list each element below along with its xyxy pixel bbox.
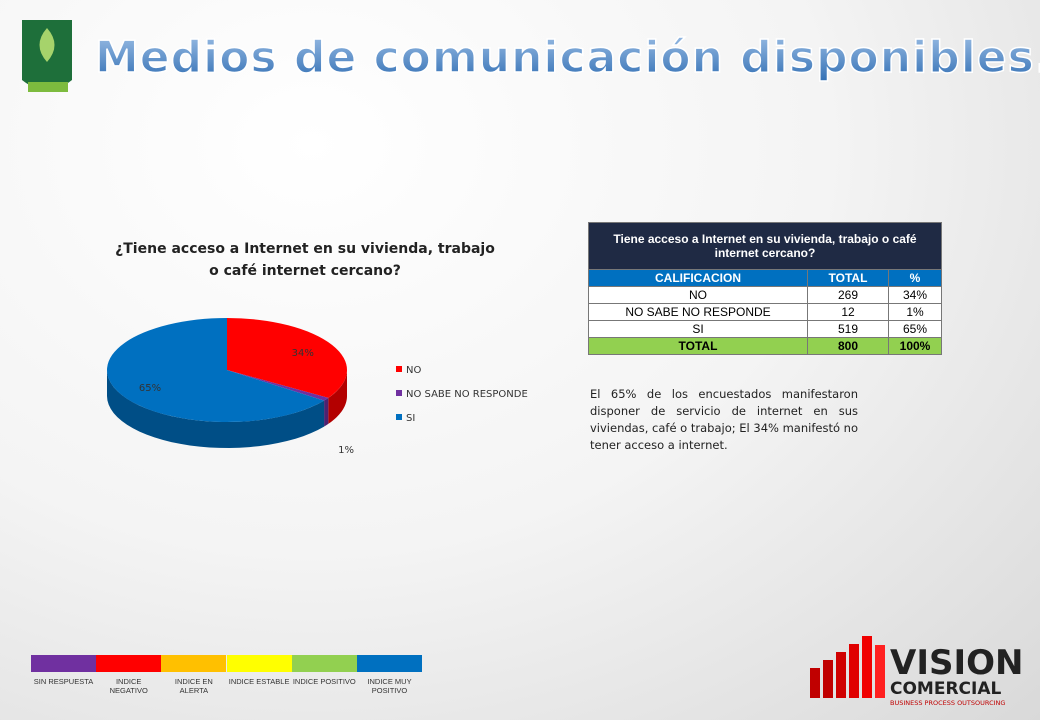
legend-label: NO xyxy=(406,365,421,376)
index-color xyxy=(161,655,227,672)
table-row: SI 519 65% xyxy=(588,320,942,338)
total-cell: TOTAL xyxy=(588,337,808,355)
data-label: 65% xyxy=(139,383,161,394)
legend-swatch xyxy=(396,390,402,396)
col-header: TOTAL xyxy=(807,269,889,287)
index-label: INDICE MUY POSITIVO xyxy=(367,677,412,695)
data-table: Tiene acceso a Internet en su vivienda, … xyxy=(588,222,942,355)
index-color xyxy=(226,655,292,672)
index-label: SIN RESPUESTA xyxy=(33,677,94,686)
col-header: CALIFICACION xyxy=(588,269,808,287)
index-color xyxy=(31,655,96,672)
table-cell: SI xyxy=(588,320,808,338)
pie-slice xyxy=(227,318,347,398)
slide-title: Medios de comunicación disponibles. xyxy=(95,32,1040,83)
company-logo xyxy=(22,20,72,92)
data-label: 1% xyxy=(338,445,354,456)
index-label: INDICE ESTABLE xyxy=(228,677,290,686)
total-cell: 800 xyxy=(807,337,889,355)
legend-swatch xyxy=(396,414,402,420)
table-row: NO 269 34% xyxy=(588,286,942,304)
index-color xyxy=(357,655,422,672)
table-cell: 65% xyxy=(888,320,942,338)
logo-sub: COMERCIAL xyxy=(890,679,1002,699)
paragraph: El 65% de los encuestados manifestaron d… xyxy=(590,387,858,452)
logo-name: VISION xyxy=(890,643,1023,683)
vision-logo-bars xyxy=(810,636,885,698)
table-cell: 34% xyxy=(888,286,942,304)
index-label: INDICE EN ALERTA xyxy=(174,677,213,695)
pie-slice xyxy=(227,370,329,401)
table-cell: 1% xyxy=(888,303,942,321)
table-cell: NO SABE NO RESPONDE xyxy=(588,303,808,321)
index-label: INDICE POSITIVO xyxy=(292,677,356,686)
table-row: NO SABE NO RESPONDE 12 1% xyxy=(588,303,942,321)
logo-tagline: BUSINESS PROCESS OUTSOURCING xyxy=(890,699,1005,707)
col-header: % xyxy=(888,269,942,287)
legend-label: SI xyxy=(406,413,415,424)
table-cell: 269 xyxy=(807,286,889,304)
total-cell: 100% xyxy=(888,337,942,355)
table-cell: 519 xyxy=(807,320,889,338)
table-cell: 12 xyxy=(807,303,889,321)
pie-slice xyxy=(106,318,325,423)
pie-slice-side xyxy=(107,370,325,448)
table-title: Tiene acceso a Internet en su vivienda, … xyxy=(588,222,942,270)
legend-label: NO SABE NO RESPONDE xyxy=(406,389,528,400)
legend-swatch xyxy=(396,366,402,372)
pie-chart: 34% 1% 65% xyxy=(106,318,354,456)
pie-slice-side xyxy=(324,397,329,427)
chart-title: ¿Tiene acceso a Internet en su vivienda,… xyxy=(115,241,495,279)
index-color xyxy=(291,655,357,672)
table-cell: NO xyxy=(588,286,808,304)
index-label: INDICE NEGATIVO xyxy=(109,677,148,695)
pie-slice-side xyxy=(328,370,347,424)
index-color xyxy=(96,655,162,672)
data-label: 34% xyxy=(292,348,314,359)
table-body: NO 269 34% NO SABE NO RESPONDE 12 1% SI 519 65% xyxy=(588,286,942,338)
